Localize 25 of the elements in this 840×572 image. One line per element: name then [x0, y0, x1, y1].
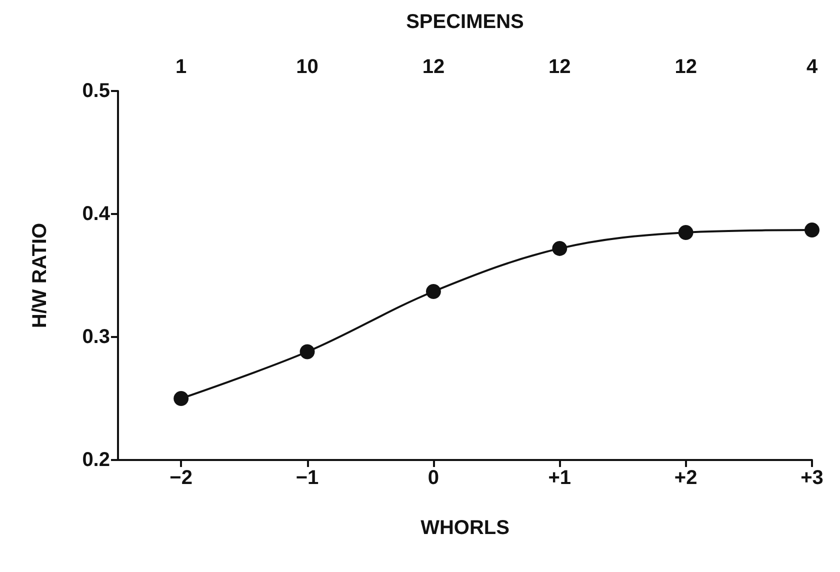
x-tick-label: −1 — [296, 467, 319, 489]
x-axis-title: WHORLS — [420, 517, 510, 539]
text: 10 — [296, 56, 318, 78]
y-tick-label: 0.5 — [82, 80, 110, 102]
x-tick-label: +1 — [548, 467, 572, 489]
y-axis-title: H/W RATIO — [29, 222, 51, 328]
y-tick-label: 0.2 — [82, 449, 110, 471]
text: 12 — [422, 56, 445, 78]
x-tick-label: 0 — [428, 467, 440, 489]
point — [678, 224, 694, 240]
text: 1 — [176, 56, 187, 78]
y-tick-label: 0.3 — [82, 326, 110, 348]
x-tick-label: +2 — [674, 467, 698, 489]
point — [426, 284, 441, 299]
text: SPECIMENS — [406, 11, 524, 33]
point — [552, 240, 568, 256]
x-tick-label: −2 — [170, 467, 192, 489]
text: 12 — [548, 56, 571, 78]
y-tick-label: 0.4 — [82, 203, 111, 225]
x-tick-label: +3 — [800, 467, 824, 489]
text: 4 — [806, 56, 818, 78]
point — [174, 391, 189, 406]
text: 12 — [674, 56, 697, 78]
point — [300, 344, 315, 360]
point — [804, 222, 820, 238]
